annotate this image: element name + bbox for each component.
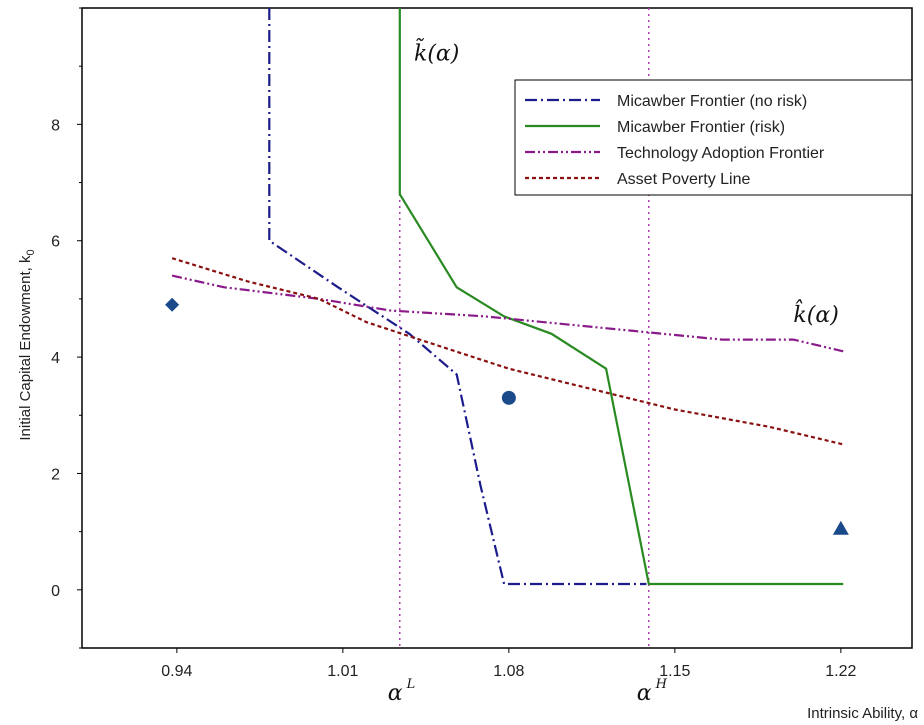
curve-annotation: k̂(α) [793, 299, 838, 328]
marker-circle [501, 390, 516, 405]
legend-label-1: Micawber Frontier (no risk) [617, 93, 807, 110]
x-tick-label: 0.94 [161, 663, 192, 680]
alpha-superscript-H: H [655, 677, 668, 692]
legend-label-2: Micawber Frontier (risk) [617, 119, 785, 136]
x-tick-label: 1.08 [493, 663, 524, 680]
y-tick-label: 2 [51, 466, 60, 483]
y-tick-label: 4 [51, 350, 60, 367]
alpha-symbol: α [637, 681, 652, 706]
legend-label-3: Technology Adoption Frontier [617, 145, 825, 162]
x-axis-label: Intrinsic Ability, α [807, 705, 918, 722]
vertical-lines [399, 8, 650, 648]
series-layer [171, 8, 844, 586]
x-tick-label: 1.01 [327, 663, 358, 680]
annotation-layer: k̃(α) k̂(α) [414, 37, 839, 329]
series-line-4 [171, 257, 844, 446]
alpha-superscript-L: L [406, 677, 416, 692]
legend-box [514, 79, 913, 196]
series-line-3 [171, 274, 844, 353]
y-tick-label: 6 [51, 234, 60, 251]
tick-layer: 0.94 1.01 1.08 1.15 1.22 0 2 4 6 8 [51, 7, 857, 680]
legend: Micawber Frontier (no risk) Micawber Fron… [514, 79, 913, 196]
series-line-1 [268, 8, 647, 586]
x-tick-label: 1.22 [825, 663, 856, 680]
y-tick-label: 8 [51, 117, 60, 134]
marker-diamond [165, 297, 180, 312]
y-tick-label: 0 [51, 583, 60, 600]
marker-layer [165, 297, 849, 535]
legend-label-4: Asset Poverty Line [617, 171, 751, 188]
marker-triangle [832, 520, 849, 535]
x-tick-label: 1.15 [659, 663, 690, 680]
alpha-symbol: α [388, 681, 403, 706]
series-line-2 [398, 8, 844, 586]
y-axis-label: Initial Capital Endowment, k0 [17, 249, 37, 440]
curve-annotation: k̃(α) [414, 37, 459, 67]
